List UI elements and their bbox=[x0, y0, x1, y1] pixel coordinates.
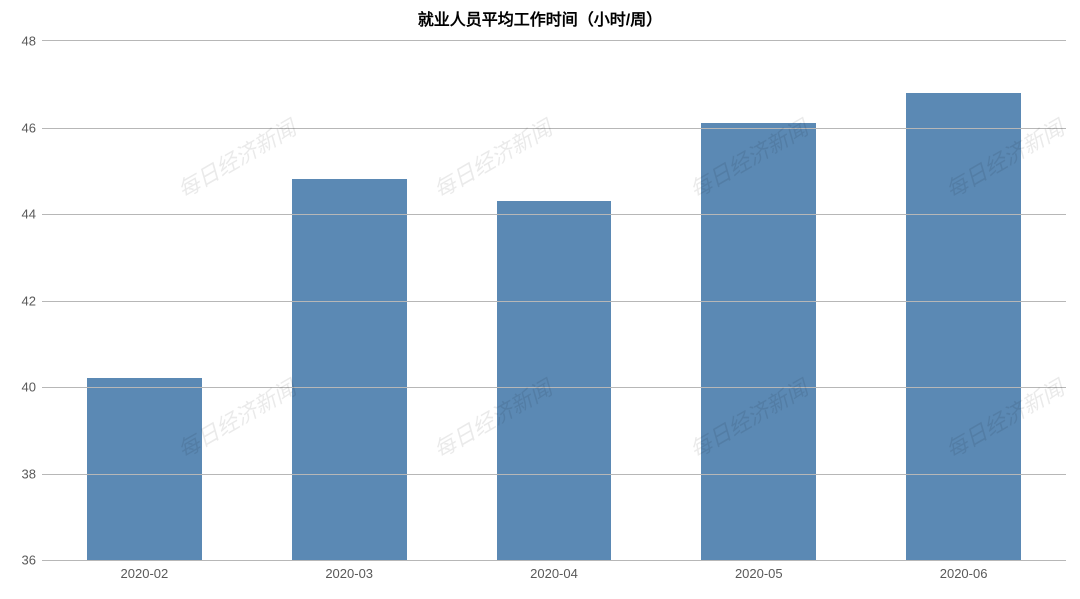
y-tick-label: 36 bbox=[22, 553, 42, 568]
bar bbox=[906, 93, 1021, 560]
x-tick-label: 2020-02 bbox=[121, 560, 169, 581]
bar bbox=[701, 123, 816, 560]
grid-line bbox=[42, 474, 1066, 475]
grid-line bbox=[42, 128, 1066, 129]
bar bbox=[87, 378, 202, 560]
x-tick-label: 2020-03 bbox=[325, 560, 373, 581]
y-tick-label: 38 bbox=[22, 466, 42, 481]
grid-line bbox=[42, 387, 1066, 388]
bar bbox=[292, 179, 407, 560]
chart-title: 就业人员平均工作时间（小时/周） bbox=[0, 6, 1080, 30]
x-tick-label: 2020-04 bbox=[530, 560, 578, 581]
grid-line bbox=[42, 214, 1066, 215]
y-tick-label: 42 bbox=[22, 293, 42, 308]
y-tick-label: 46 bbox=[22, 120, 42, 135]
x-tick-label: 2020-05 bbox=[735, 560, 783, 581]
y-tick-label: 48 bbox=[22, 34, 42, 49]
x-tick-label: 2020-06 bbox=[940, 560, 988, 581]
plot-area: 363840424446482020-022020-032020-042020-… bbox=[42, 40, 1066, 561]
y-tick-label: 40 bbox=[22, 380, 42, 395]
y-tick-label: 44 bbox=[22, 207, 42, 222]
bar bbox=[497, 201, 612, 560]
grid-line bbox=[42, 301, 1066, 302]
chart-container: 就业人员平均工作时间（小时/周） 363840424446482020-0220… bbox=[0, 0, 1080, 599]
